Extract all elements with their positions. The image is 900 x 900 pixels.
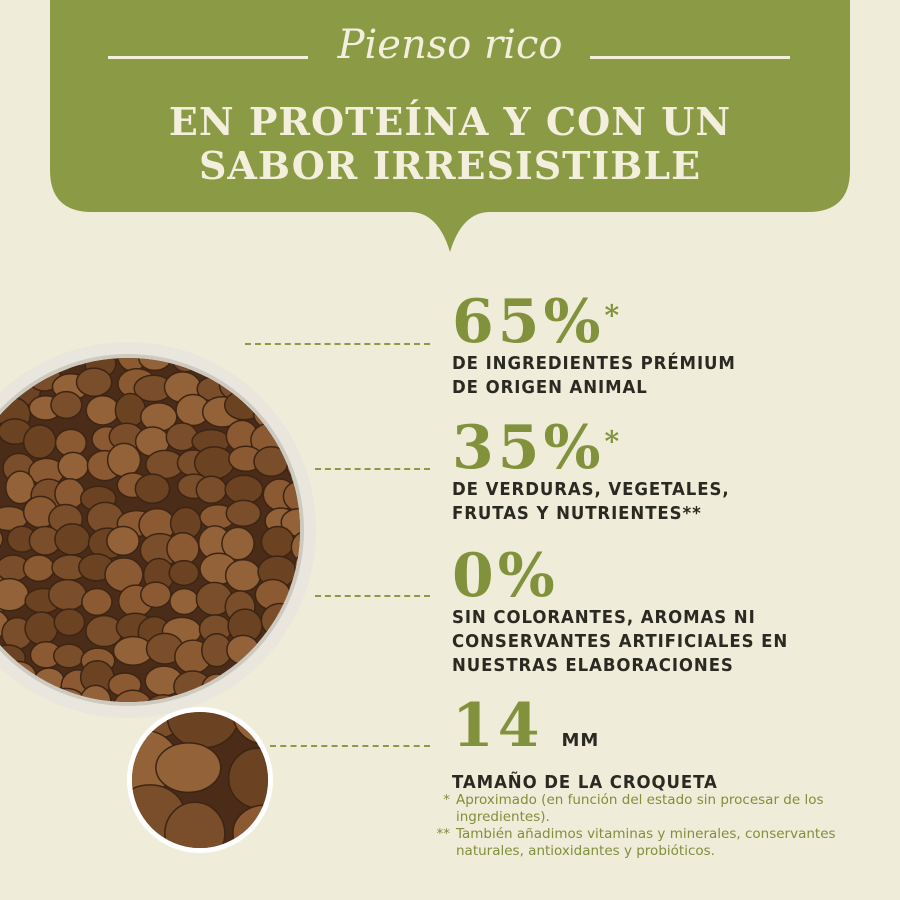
kibble: [294, 550, 300, 582]
stat-description: CONSERVANTES ARTIFICIALES EN: [452, 631, 789, 652]
connector-line-1: [245, 343, 430, 345]
stat-value: 65%: [452, 287, 605, 357]
stat-description: SIN COLORANTES, AROMAS NI: [452, 607, 756, 628]
kibble: [134, 473, 171, 505]
kibble: [193, 446, 235, 480]
kibble: [260, 525, 295, 559]
kibble: [250, 358, 286, 367]
kibble: [112, 689, 153, 702]
stat-unit: MM: [561, 730, 600, 751]
kibble: [53, 608, 86, 637]
kibble: [225, 499, 262, 528]
connector-line-4: [270, 745, 430, 747]
divider-left: [108, 56, 308, 59]
kibble: [106, 525, 140, 557]
stat-description: DE VERDURAS, VEGETALES,: [452, 479, 730, 500]
stat-description: DE ORIGEN ANIMAL: [452, 377, 648, 398]
footnote-text: También añadimos vitaminas y minerales, …: [456, 826, 836, 859]
kibble: [164, 801, 226, 848]
kibble: [50, 390, 83, 420]
footnote-mark: *: [604, 425, 620, 458]
kibble: [233, 358, 265, 374]
title-banner: [50, 0, 850, 252]
kibble: [227, 747, 268, 809]
stat-description: NUESTRAS ELABORACIONES: [452, 655, 734, 676]
stat-description: TAMAÑO DE LA CROQUETA: [452, 772, 718, 793]
footnotes: * Aproximado (en función del estado sin p…: [430, 792, 870, 860]
kibble: [155, 742, 222, 794]
kibble: [140, 581, 172, 609]
stat-kibble-size: 14 MM TAMAÑO DE LA CROQUETA: [452, 696, 741, 795]
title-line-1: EN PROTEÍNA Y CON UN: [168, 99, 732, 144]
kibble: [81, 587, 113, 617]
kibble: [22, 554, 55, 583]
kibble: [288, 685, 300, 702]
kibble: [169, 587, 200, 616]
footnote-mark: **: [436, 826, 451, 842]
banner-title: EN PROTEÍNA Y CON UN SABOR IRRESISTIBLE: [0, 100, 900, 188]
footnote: * Aproximado (en función del estado sin p…: [430, 792, 870, 826]
kibble: [52, 643, 85, 669]
kibble: [224, 558, 262, 592]
footnote-mark: *: [443, 792, 450, 808]
kibble: [255, 662, 297, 691]
kibble: [138, 358, 172, 372]
footnote: ** También añadimos vitaminas y minerales…: [430, 826, 870, 860]
stat-description: DE INGREDIENTES PRÉMIUM: [452, 353, 736, 374]
kibble-bowl-image: [0, 342, 316, 853]
banner-script-heading: Pienso rico: [337, 22, 563, 68]
stat-animal-ingredients: 65%* DE INGREDIENTES PRÉMIUM DE ORIGEN A…: [452, 292, 761, 400]
divider-right: [590, 56, 790, 59]
connector-line-3: [315, 595, 430, 597]
stat-no-additives: 0% SIN COLORANTES, AROMAS NI CONSERVANTE…: [452, 546, 817, 678]
kibble: [283, 363, 300, 398]
stat-value: 35%: [452, 413, 605, 483]
kibble: [54, 523, 91, 556]
kibble: [106, 442, 142, 478]
footnote-text: Aproximado (en función del estado sin pr…: [456, 792, 824, 825]
kibble: [75, 367, 113, 398]
kibble: [279, 638, 300, 670]
kibble: [143, 694, 184, 702]
kibble: [24, 611, 59, 646]
kibble: [0, 694, 41, 702]
kibble: [257, 362, 291, 393]
stat-value: 14: [452, 691, 544, 761]
kibble: [195, 475, 228, 504]
kibble: [280, 661, 300, 693]
kibble: [0, 358, 31, 375]
stat-value: 0%: [452, 541, 559, 611]
stat-description: FRUTAS Y NUTRIENTES**: [452, 503, 702, 524]
kibble: [85, 394, 120, 426]
kibble: [57, 451, 90, 481]
title-line-2: SABOR IRRESISTIBLE: [198, 143, 702, 188]
footnote-mark: *: [604, 299, 620, 332]
kibble: [224, 474, 264, 505]
kibble: [232, 712, 268, 745]
kibble: [292, 399, 300, 429]
kibble: [0, 525, 4, 553]
kibble: [168, 559, 200, 587]
connector-line-2: [315, 468, 430, 470]
kibble: [22, 424, 57, 460]
kibble: [264, 697, 296, 702]
kibble: [47, 578, 88, 611]
kibble: [0, 358, 6, 367]
stat-vegetables: 35%* DE VERDURAS, VEGETALES, FRUTAS Y NU…: [452, 418, 754, 526]
kibble: [0, 689, 9, 702]
